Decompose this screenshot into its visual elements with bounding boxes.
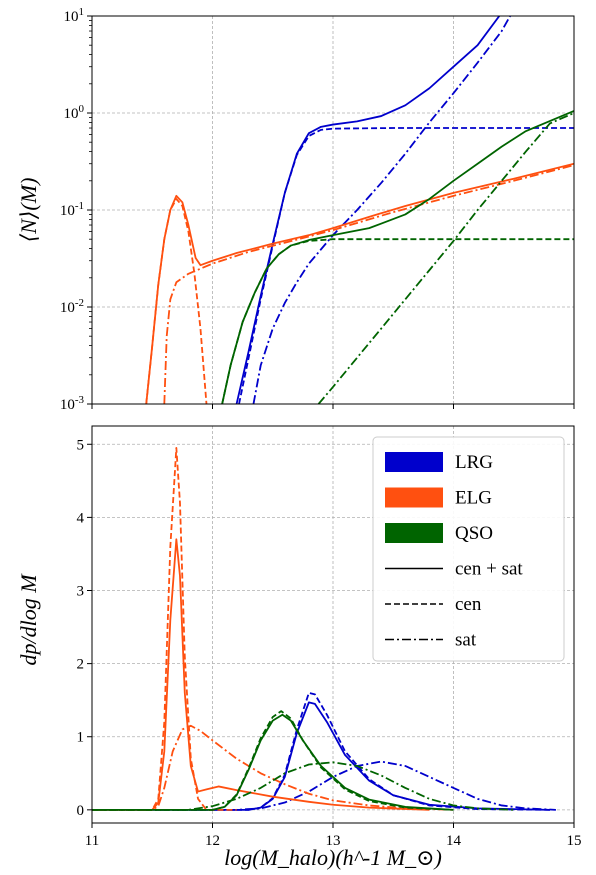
top-y-tick-label: 10-3 <box>60 394 85 413</box>
top-series-group <box>145 16 574 404</box>
bottom-line-lrg-cen <box>92 691 550 811</box>
bottom-y-tick-label: 5 <box>77 437 85 453</box>
legend-label-qso: QSO <box>455 523 493 544</box>
legend-swatch-qso <box>385 523 443 543</box>
top-line-qso-cen <box>221 238 574 404</box>
bottom-x-tick-label: 11 <box>85 833 99 849</box>
bottom-line-elg-cen-sat <box>92 538 430 811</box>
top-y-tick-label: 10-2 <box>60 297 84 316</box>
y-axis-label-top: ⟨N⟩(M) <box>16 178 41 243</box>
top-y-tick-label: 10-1 <box>60 200 84 219</box>
legend-swatch-lrg <box>385 452 443 472</box>
bottom-y-tick-label: 0 <box>77 803 85 819</box>
bottom-series-group <box>92 447 556 811</box>
legend: LRG ELG QSO cen + sat cen sat <box>372 436 565 662</box>
bottom-line-lrg-sat <box>92 760 556 811</box>
legend-label-cen-sat: cen + sat <box>455 559 523 580</box>
bottom-x-tick-label: 14 <box>446 833 462 849</box>
bottom-x-tick-label: 13 <box>326 833 341 849</box>
legend-label-elg: ELG <box>455 488 492 509</box>
legend-label-sat: sat <box>455 630 477 651</box>
bottom-y-tick-label: 3 <box>77 584 85 600</box>
top-line-lrg-cen <box>238 127 574 404</box>
top-y-tick-label: 100 <box>64 103 85 122</box>
top-line-elg-cen-sat <box>145 162 574 404</box>
bottom-line-elg-sat <box>92 724 454 811</box>
top-line-elg-cen <box>145 198 208 404</box>
occupation-panel: 10-3 10-2 10-1 100 101 <box>60 6 575 413</box>
bottom-x-tick-label: 12 <box>205 833 220 849</box>
bottom-line-qso-cen <box>92 710 454 811</box>
legend-label-cen: cen <box>455 594 482 615</box>
bottom-x-tick-label: 15 <box>567 833 582 849</box>
bottom-line-qso-cen-sat <box>92 713 454 811</box>
bottom-line-elg-cen <box>92 447 237 811</box>
top-line-lrg-sat <box>252 16 511 404</box>
legend-swatch-elg <box>385 487 443 508</box>
top-y-tick-label: 101 <box>64 6 85 25</box>
y-axis-label-bottom: dp/dlog M <box>16 573 41 666</box>
top-line-qso-sat <box>317 112 574 404</box>
bottom-y-tick-label: 2 <box>77 657 85 673</box>
bottom-y-tick-label: 1 <box>77 730 85 746</box>
bottom-y-tick-label: 4 <box>77 510 85 526</box>
legend-label-lrg: LRG <box>455 452 493 473</box>
top-line-qso-cen-sat <box>221 110 574 404</box>
top-line-elg-sat <box>163 164 574 404</box>
x-axis-label: log(M_halo)(h^-1 M_⊙) <box>224 845 442 870</box>
bottom-line-qso-sat <box>92 761 514 811</box>
bottom-line-lrg-cen-sat <box>92 701 550 811</box>
